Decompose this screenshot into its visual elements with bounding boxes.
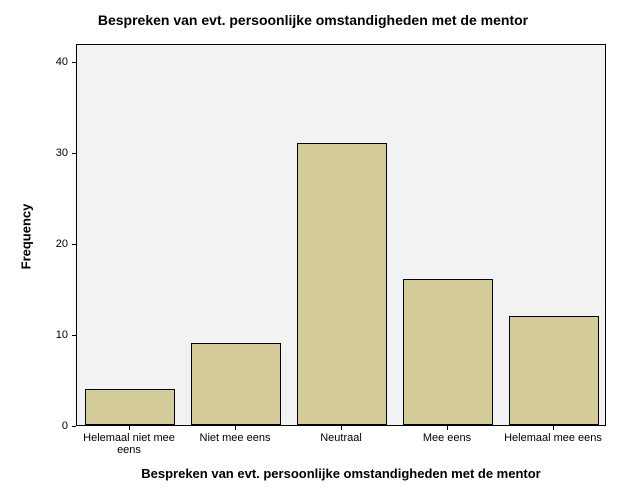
plot-area: [76, 44, 606, 426]
x-tick: [341, 426, 342, 430]
y-tick: [72, 62, 76, 63]
y-tick-label: 30: [38, 147, 68, 159]
bar: [85, 389, 175, 425]
bar: [191, 343, 281, 425]
y-tick-label: 20: [38, 238, 68, 250]
x-tick: [447, 426, 448, 430]
y-tick-label: 40: [38, 56, 68, 68]
bar: [403, 279, 493, 425]
x-axis-label: Bespreken van evt. persoonlijke omstandi…: [76, 466, 606, 481]
x-tick-label: Niet mee eens: [182, 432, 288, 444]
y-tick: [72, 335, 76, 336]
x-tick-label: Helemaal mee eens: [500, 432, 606, 444]
bar: [297, 143, 387, 425]
y-tick-label: 0: [38, 420, 68, 432]
y-tick: [72, 153, 76, 154]
x-tick-label: Neutraal: [288, 432, 394, 444]
y-tick: [72, 244, 76, 245]
y-axis-label: Frequency: [19, 45, 34, 427]
chart-title: Bespreken van evt. persoonlijke omstandi…: [10, 12, 616, 28]
x-tick: [129, 426, 130, 430]
y-tick-label: 10: [38, 329, 68, 341]
y-tick: [72, 426, 76, 427]
chart-container: Bespreken van evt. persoonlijke omstandi…: [10, 10, 616, 491]
bar: [509, 316, 599, 425]
x-tick-label: Mee eens: [394, 432, 500, 444]
x-tick-label: Helemaal niet mee eens: [76, 432, 182, 456]
x-tick: [235, 426, 236, 430]
x-tick: [553, 426, 554, 430]
